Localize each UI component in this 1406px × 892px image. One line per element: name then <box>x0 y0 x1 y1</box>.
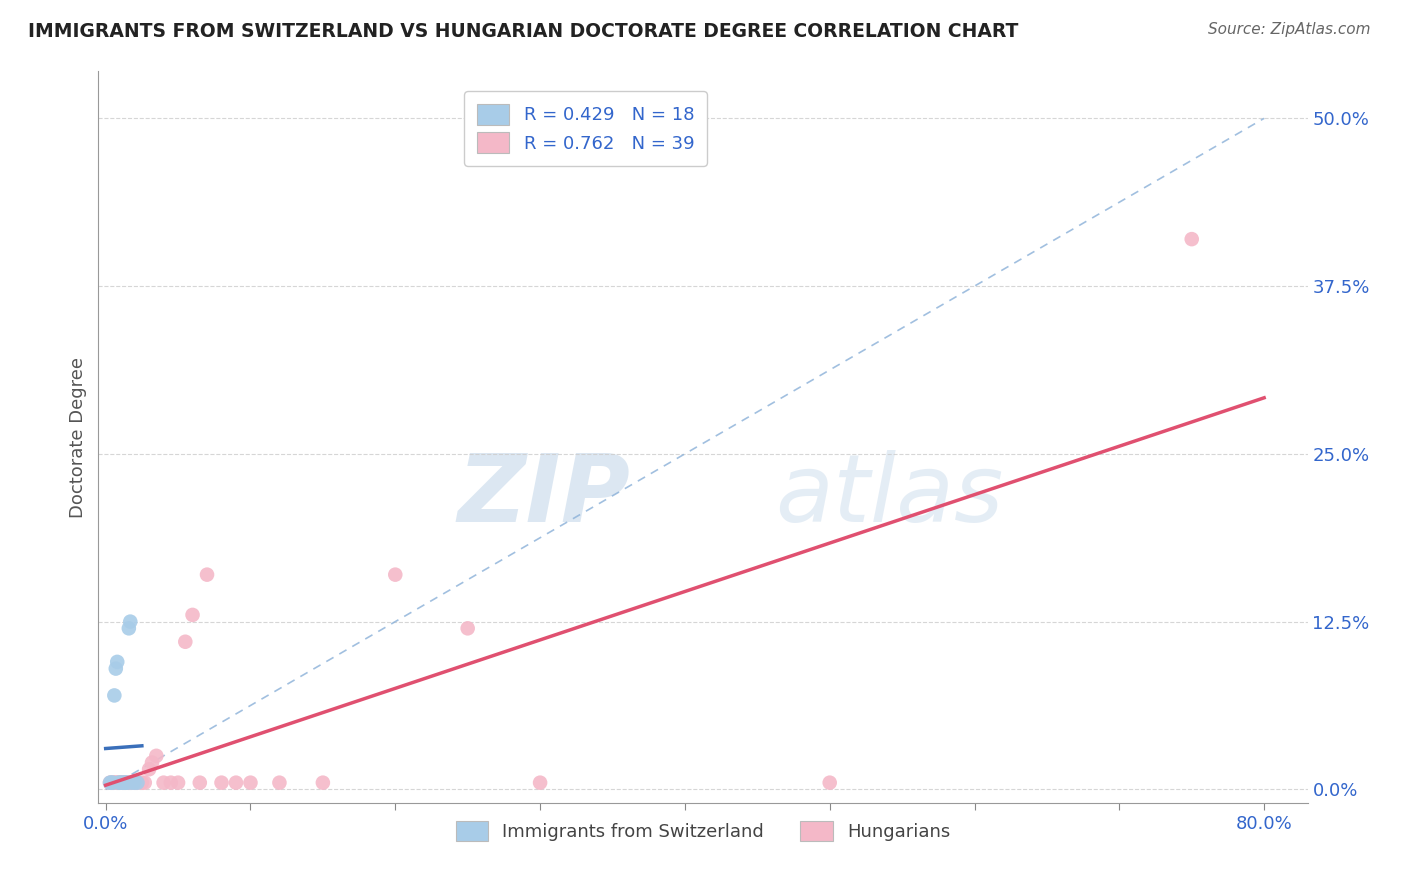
Point <box>167 775 190 789</box>
Point <box>457 621 479 635</box>
Point <box>384 567 406 582</box>
Point <box>112 775 135 789</box>
Point <box>818 775 841 789</box>
Point <box>107 775 129 789</box>
Point <box>104 775 127 789</box>
Point <box>188 775 211 789</box>
Point <box>159 775 181 789</box>
Point <box>101 775 124 789</box>
Point <box>124 775 146 789</box>
Point <box>152 775 174 789</box>
Point <box>141 756 163 770</box>
Point <box>120 615 142 629</box>
Text: Source: ZipAtlas.com: Source: ZipAtlas.com <box>1208 22 1371 37</box>
Point <box>114 775 136 789</box>
Point <box>103 689 125 703</box>
Point <box>118 621 141 635</box>
Point <box>239 775 262 789</box>
Point <box>108 775 131 789</box>
Point <box>131 775 153 789</box>
Point <box>110 775 132 789</box>
Point <box>118 775 141 789</box>
Point <box>98 775 121 789</box>
Point <box>110 775 132 789</box>
Point <box>269 775 291 789</box>
Point <box>100 775 122 789</box>
Point <box>108 775 131 789</box>
Text: ZIP: ZIP <box>457 450 630 541</box>
Legend: Immigrants from Switzerland, Hungarians: Immigrants from Switzerland, Hungarians <box>449 814 957 848</box>
Point <box>105 775 128 789</box>
Point <box>174 634 197 648</box>
Point <box>115 775 138 789</box>
Point <box>211 775 233 789</box>
Text: IMMIGRANTS FROM SWITZERLAND VS HUNGARIAN DOCTORATE DEGREE CORRELATION CHART: IMMIGRANTS FROM SWITZERLAND VS HUNGARIAN… <box>28 22 1018 41</box>
Point <box>103 775 125 789</box>
Point <box>1181 232 1204 246</box>
Text: atlas: atlas <box>776 450 1004 541</box>
Point <box>121 775 143 789</box>
Point <box>124 775 146 789</box>
Point <box>121 775 143 789</box>
Point <box>312 775 335 789</box>
Point <box>117 775 139 789</box>
Point <box>195 567 218 582</box>
Point <box>101 775 124 789</box>
Point <box>225 775 247 789</box>
Point <box>127 775 149 789</box>
Point <box>127 775 149 789</box>
Point <box>114 775 136 789</box>
Point <box>112 775 135 789</box>
Y-axis label: Doctorate Degree: Doctorate Degree <box>69 357 87 517</box>
Point <box>104 662 127 676</box>
Point <box>117 775 139 789</box>
Point <box>134 775 156 789</box>
Point <box>145 748 167 763</box>
Point <box>138 762 160 776</box>
Point <box>100 775 122 789</box>
Point <box>115 775 138 789</box>
Point <box>107 775 129 789</box>
Point <box>181 607 204 622</box>
Point <box>105 655 128 669</box>
Point <box>98 775 121 789</box>
Point <box>529 775 551 789</box>
